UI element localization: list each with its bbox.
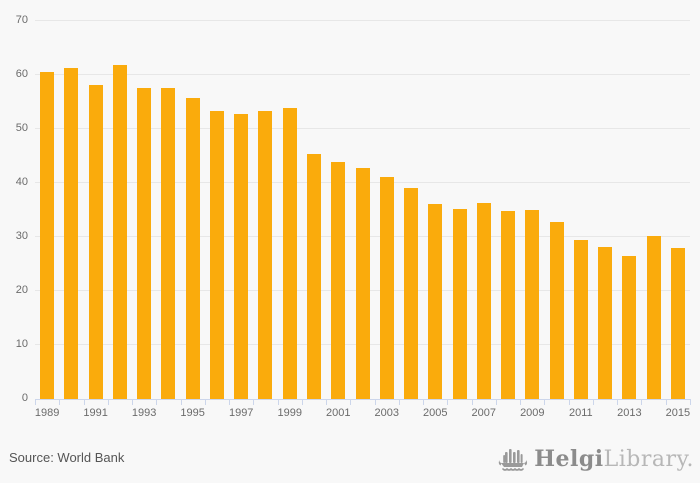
x-axis-tick [544,400,546,405]
bar-2015[interactable] [670,248,685,399]
bar-1999[interactable] [282,108,297,399]
x-axis-tick [156,400,158,405]
x-axis-label-1991: 1991 [83,407,108,419]
x-axis-tick [301,400,303,405]
gridline-y-70 [35,20,690,21]
x-axis-tick [132,400,134,405]
bar-1993[interactable] [137,87,152,399]
bar-2008[interactable] [501,211,516,399]
source-label: Source: World Bank [9,450,125,465]
bar-2000[interactable] [306,154,321,399]
bar-2006[interactable] [452,208,467,399]
x-axis-tick [471,400,473,405]
bar-2010[interactable] [549,222,564,399]
x-axis-tick [592,400,594,405]
x-axis-tick [617,400,619,405]
logo-text-helgi: Helgi [534,446,604,472]
y-axis-label-10: 10 [15,338,28,350]
x-axis-label-2015: 2015 [665,407,691,419]
x-axis-tick [423,400,425,405]
x-axis-tick [495,400,497,405]
bar-1992[interactable] [112,64,127,399]
bar-1990[interactable] [64,67,79,399]
x-axis-tick [83,400,85,405]
x-axis-tick [180,400,182,405]
bar-1991[interactable] [88,84,103,399]
x-axis-tick [107,400,109,405]
gridline-y-50 [35,128,690,129]
x-axis-label-1989: 1989 [34,407,60,419]
bar-chart: 0 10 20 30 40 50 60 70 1989 1991 1993 1995 1997 1999 2… [15,14,691,419]
x-axis-tick [326,400,328,405]
bar-1998[interactable] [258,110,273,399]
x-axis-tick [35,400,36,405]
bar-1994[interactable] [161,87,176,399]
bar-2009[interactable] [525,210,540,399]
bar-2002[interactable] [355,167,370,399]
x-axis-tick [277,400,279,405]
x-axis-tick [59,400,61,405]
x-axis-tick [350,400,352,405]
x-axis-label-1995: 1995 [180,407,205,419]
y-axis-label-0: 0 [21,392,28,404]
logo-text-library: Library. [603,447,694,472]
y-axis-label-20: 20 [15,284,28,296]
bar-2005[interactable] [428,204,443,399]
x-axis-tick [690,400,691,405]
y-axis-label-70: 70 [15,14,28,26]
x-axis-tick [665,400,667,405]
x-axis-line [35,399,691,400]
x-axis-label-2007: 2007 [471,407,497,419]
x-axis-tick [229,400,231,405]
bar-1989[interactable] [40,71,55,399]
bar-2003[interactable] [379,176,394,399]
x-axis-label-2005: 2005 [423,407,448,419]
x-axis-tick [253,400,255,405]
y-axis-label-50: 50 [15,122,28,134]
bar-1997[interactable] [234,113,249,399]
x-axis-label-2003: 2003 [374,407,399,419]
x-axis-label-2013: 2013 [617,407,642,419]
x-axis-label-2001: 2001 [325,407,351,419]
y-axis-label-60: 60 [15,68,28,80]
bar-1996[interactable] [209,111,224,399]
x-axis-tick [520,400,522,405]
plot-area [35,20,690,399]
helgi-library-logo[interactable]: HelgiLibrary. [497,442,694,477]
y-axis-label-30: 30 [15,230,28,242]
x-axis-label-2011: 2011 [569,407,593,419]
x-axis-tick [374,400,376,405]
x-axis-tick [204,400,206,405]
x-axis-label-1997: 1997 [228,407,254,419]
gridline-y-60 [35,74,690,75]
x-axis-tick [641,400,643,405]
x-axis-label-2009: 2009 [520,407,545,419]
bar-2013[interactable] [622,256,637,399]
bar-2004[interactable] [404,187,419,399]
bar-2012[interactable] [598,247,613,399]
x-axis-tick [447,400,449,405]
bar-2011[interactable] [573,240,588,399]
x-axis-tick [398,400,400,405]
x-axis-tick [568,400,570,405]
helgi-ship-icon [497,445,529,475]
bar-2007[interactable] [476,202,491,399]
bar-2014[interactable] [646,235,661,399]
bar-2001[interactable] [331,161,346,399]
x-axis-label-1993: 1993 [131,407,157,419]
y-axis-label-40: 40 [15,176,28,188]
x-axis-label-1999: 1999 [277,407,302,419]
bar-1995[interactable] [185,98,200,399]
